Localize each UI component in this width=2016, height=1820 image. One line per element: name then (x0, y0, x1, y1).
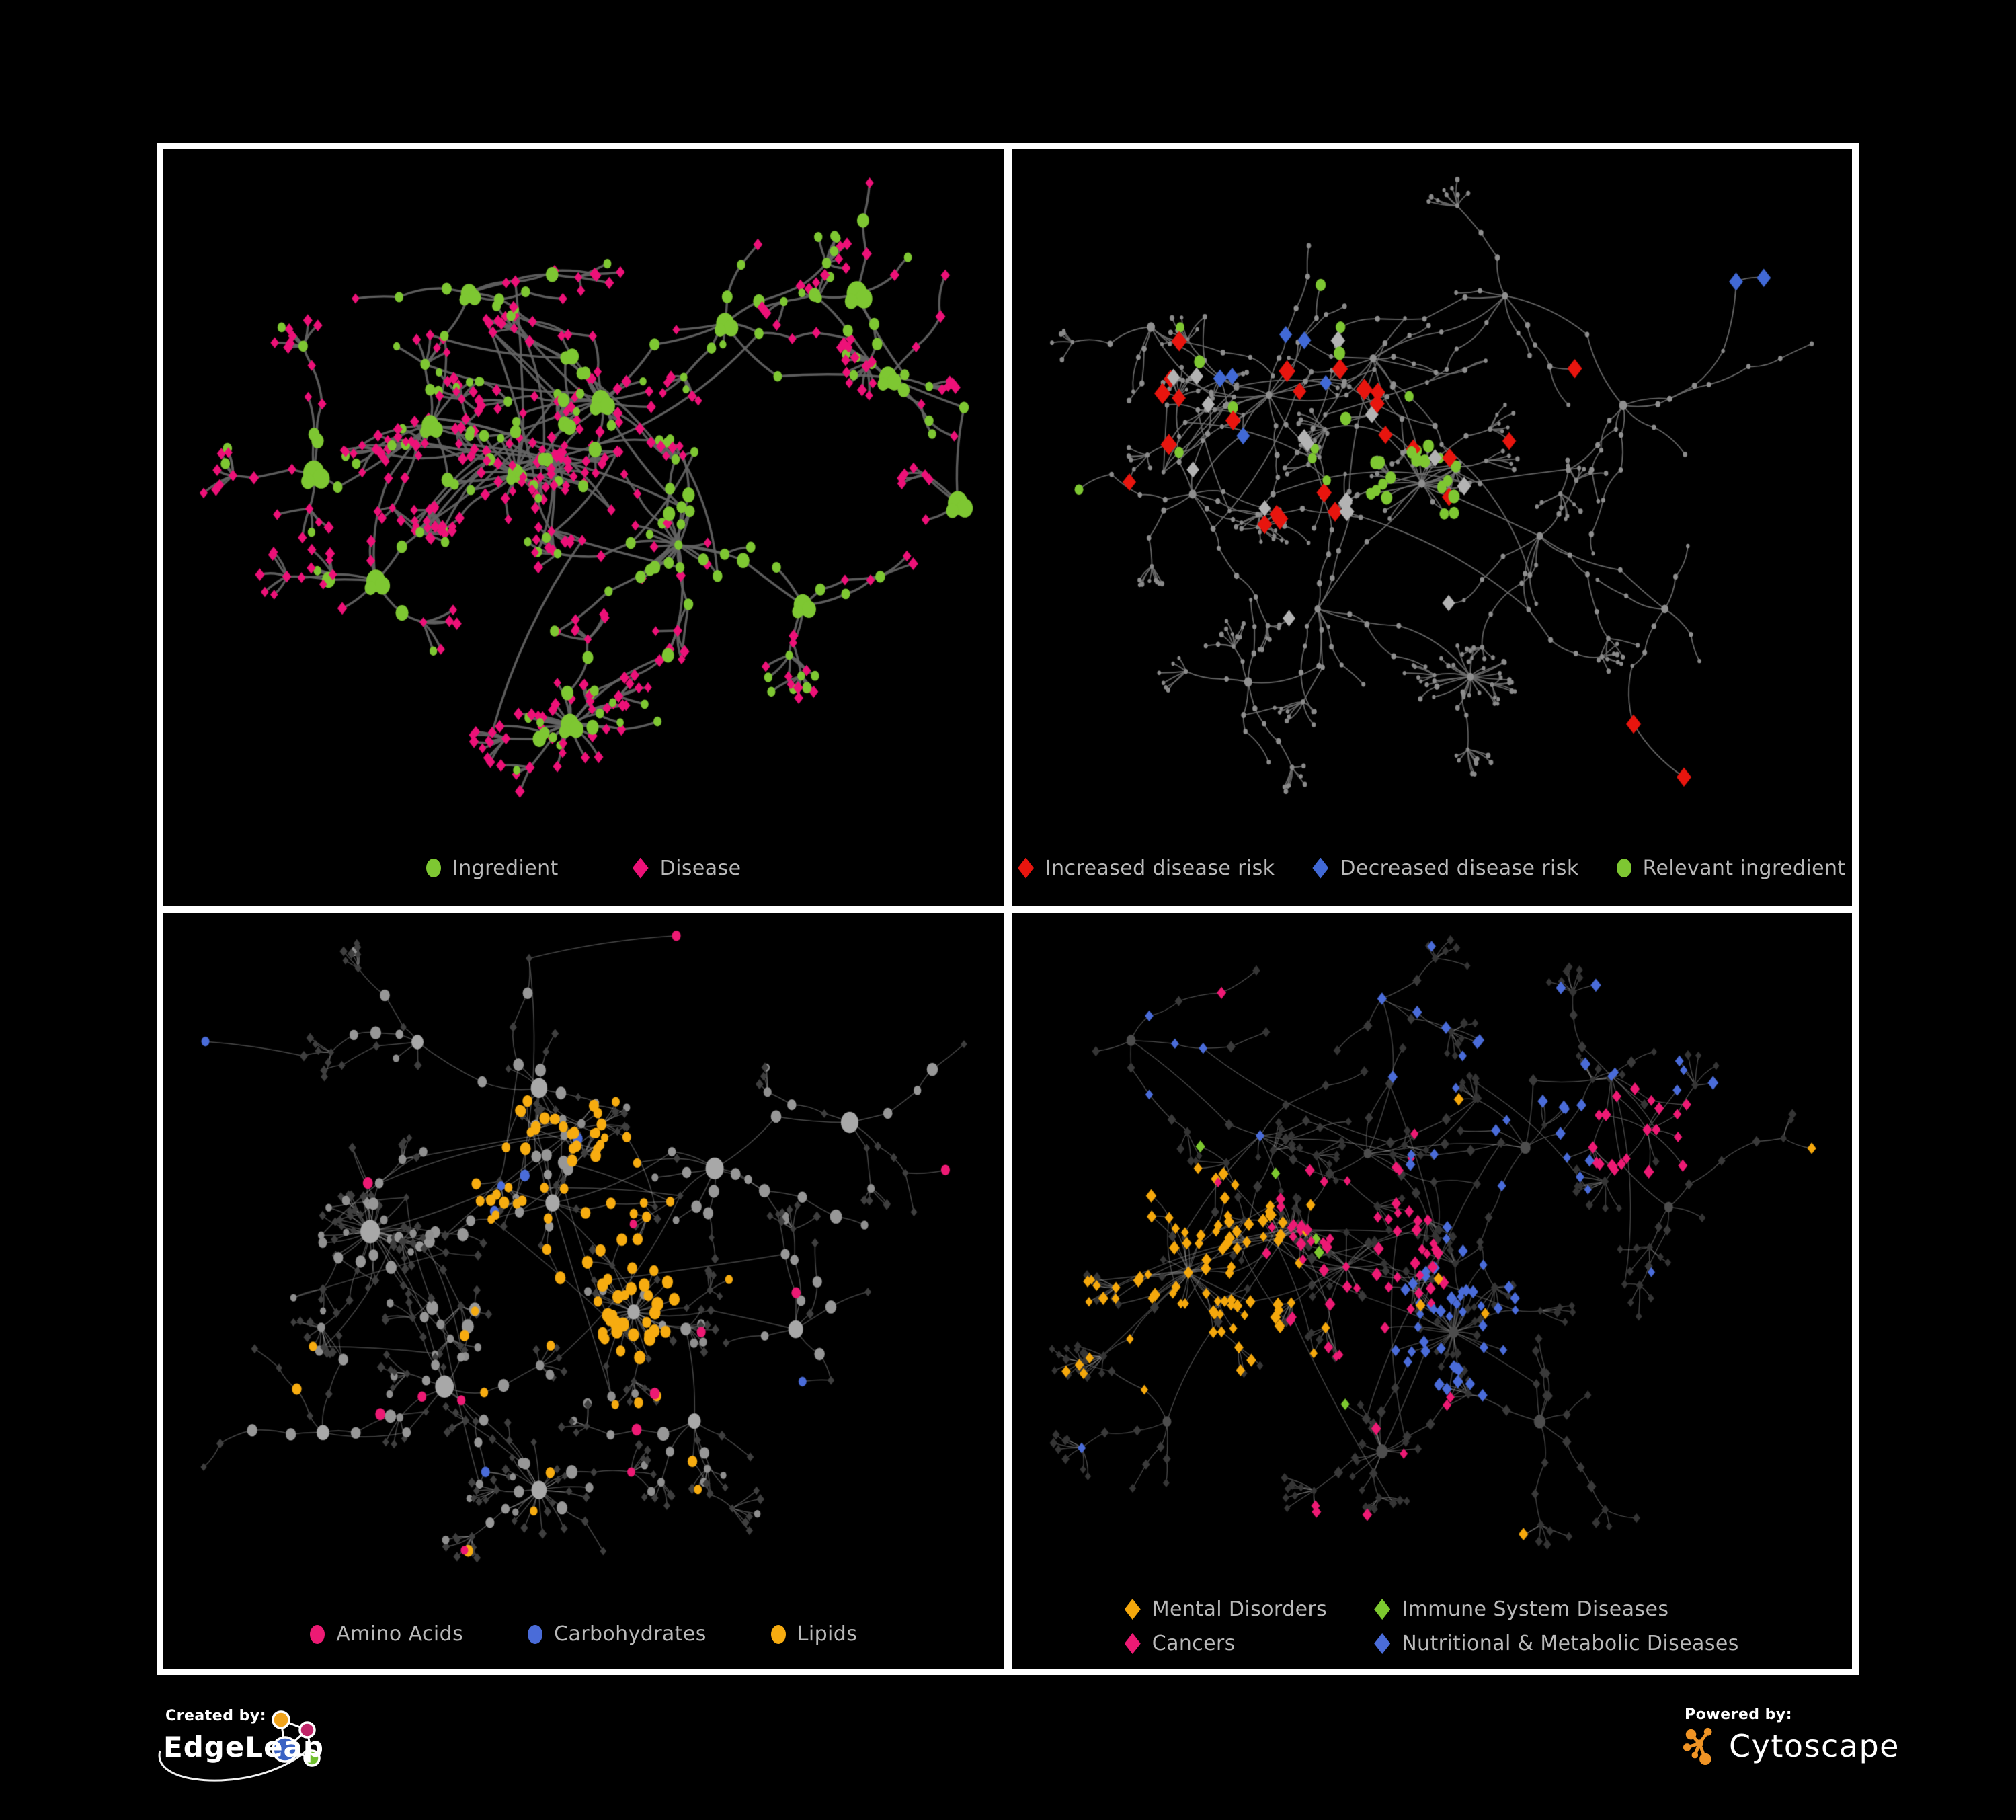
edgeleap-network-glyph (158, 1710, 321, 1782)
legend-item-decreased-disease-risk: Decreased disease risk (1312, 857, 1578, 880)
nutrient-classes-network-canvas (163, 912, 1004, 1669)
panel-ingredient-disease: Ingredient Disease (163, 149, 1004, 906)
legend-item-disease: Disease (632, 856, 741, 880)
panel-disease-risk: Increased disease risk Decreased disease … (1011, 149, 1853, 906)
legend-label: Relevant ingredient (1642, 856, 1846, 880)
cytoscape-wordmark: Cytoscape (1729, 1728, 1900, 1764)
edgeleap-node-blue (272, 1736, 298, 1763)
circle-swatch (770, 1624, 786, 1644)
legend-ingredient-disease: Ingredient Disease (163, 857, 1004, 880)
diamond-swatch (1017, 857, 1034, 879)
panel-disease-categories: Mental Disorders Cancers Immune System Dis… (1011, 912, 1853, 1669)
edgeleap-wordmark: EdgeLeap (163, 1731, 324, 1764)
disease-categories-network-canvas (1011, 912, 1852, 1669)
legend-item-nutritional-metabolic-diseases: Nutritional & Metabolic Diseases (1374, 1632, 1739, 1655)
diamond-swatch (1374, 1599, 1391, 1620)
powered-by-label: Powered by: (1685, 1706, 1793, 1723)
legend-disease-categories: Mental Disorders Cancers Immune System Dis… (1012, 1597, 1853, 1655)
circle-swatch (528, 1624, 543, 1644)
edgeleap-node-green (303, 1749, 321, 1767)
diamond-swatch (1124, 1599, 1141, 1620)
created-by-label: Created by: (165, 1708, 266, 1725)
diamond-swatch (1312, 857, 1329, 879)
legend-item-lipids: Lipids (770, 1622, 858, 1646)
legend-label: Nutritional & Metabolic Diseases (1402, 1632, 1739, 1655)
disease-risk-network-canvas (1011, 149, 1852, 906)
cytoscape-branding: Powered by: Cytoscape (1675, 1705, 1984, 1792)
legend-item-amino-acids: Amino Acids (310, 1622, 463, 1646)
legend-label: Disease (659, 856, 741, 880)
legend-nutrient-classes: Amino Acids Carbohydrates Lipids (163, 1622, 1004, 1646)
legend-item-increased-disease-risk: Increased disease risk (1017, 856, 1275, 880)
diamond-swatch (632, 857, 649, 879)
legend-item-cancers: Cancers (1124, 1632, 1327, 1655)
edgeleap-node-orange (272, 1710, 290, 1729)
legend-label: Ingredient (452, 856, 559, 880)
legend-item-ingredient: Ingredient (426, 857, 559, 880)
ingredient-disease-network-canvas (163, 149, 1004, 906)
legend-item-relevant-ingredient: Relevant ingredient (1616, 856, 1846, 880)
legend-label: Immune System Diseases (1402, 1597, 1669, 1621)
legend-label: Mental Disorders (1152, 1597, 1328, 1621)
diamond-swatch (1374, 1633, 1391, 1654)
legend-item-mental-disorders: Mental Disorders (1124, 1597, 1328, 1621)
legend-label: Decreased disease risk (1340, 856, 1579, 880)
edgeleap-swoosh (158, 1746, 311, 1782)
panel-grid: Ingredient Disease Increased disease risk… (157, 143, 1859, 1675)
edgeleap-branding: Created by: EdgeLeap (155, 1702, 424, 1807)
circle-swatch (426, 859, 442, 877)
legend-label: Cancers (1152, 1632, 1236, 1655)
circle-swatch (1616, 859, 1631, 877)
panel-nutrient-classes: Amino Acids Carbohydrates Lipids (163, 912, 1004, 1669)
legend-label: Increased disease risk (1045, 856, 1275, 880)
legend-item-immune-system-diseases: Immune System Diseases (1374, 1597, 1739, 1621)
diamond-swatch (1124, 1633, 1141, 1654)
edgeleap-node-magenta (298, 1721, 316, 1739)
cytoscape-icon (1683, 1727, 1712, 1766)
legend-label: Amino Acids (336, 1622, 464, 1646)
legend-disease-risk: Increased disease risk Decreased disease … (1012, 857, 1853, 880)
legend-label: Lipids (797, 1622, 858, 1646)
legend-item-carbohydrates: Carbohydrates (528, 1622, 707, 1646)
legend-label: Carbohydrates (554, 1622, 707, 1646)
circle-swatch (310, 1624, 325, 1644)
